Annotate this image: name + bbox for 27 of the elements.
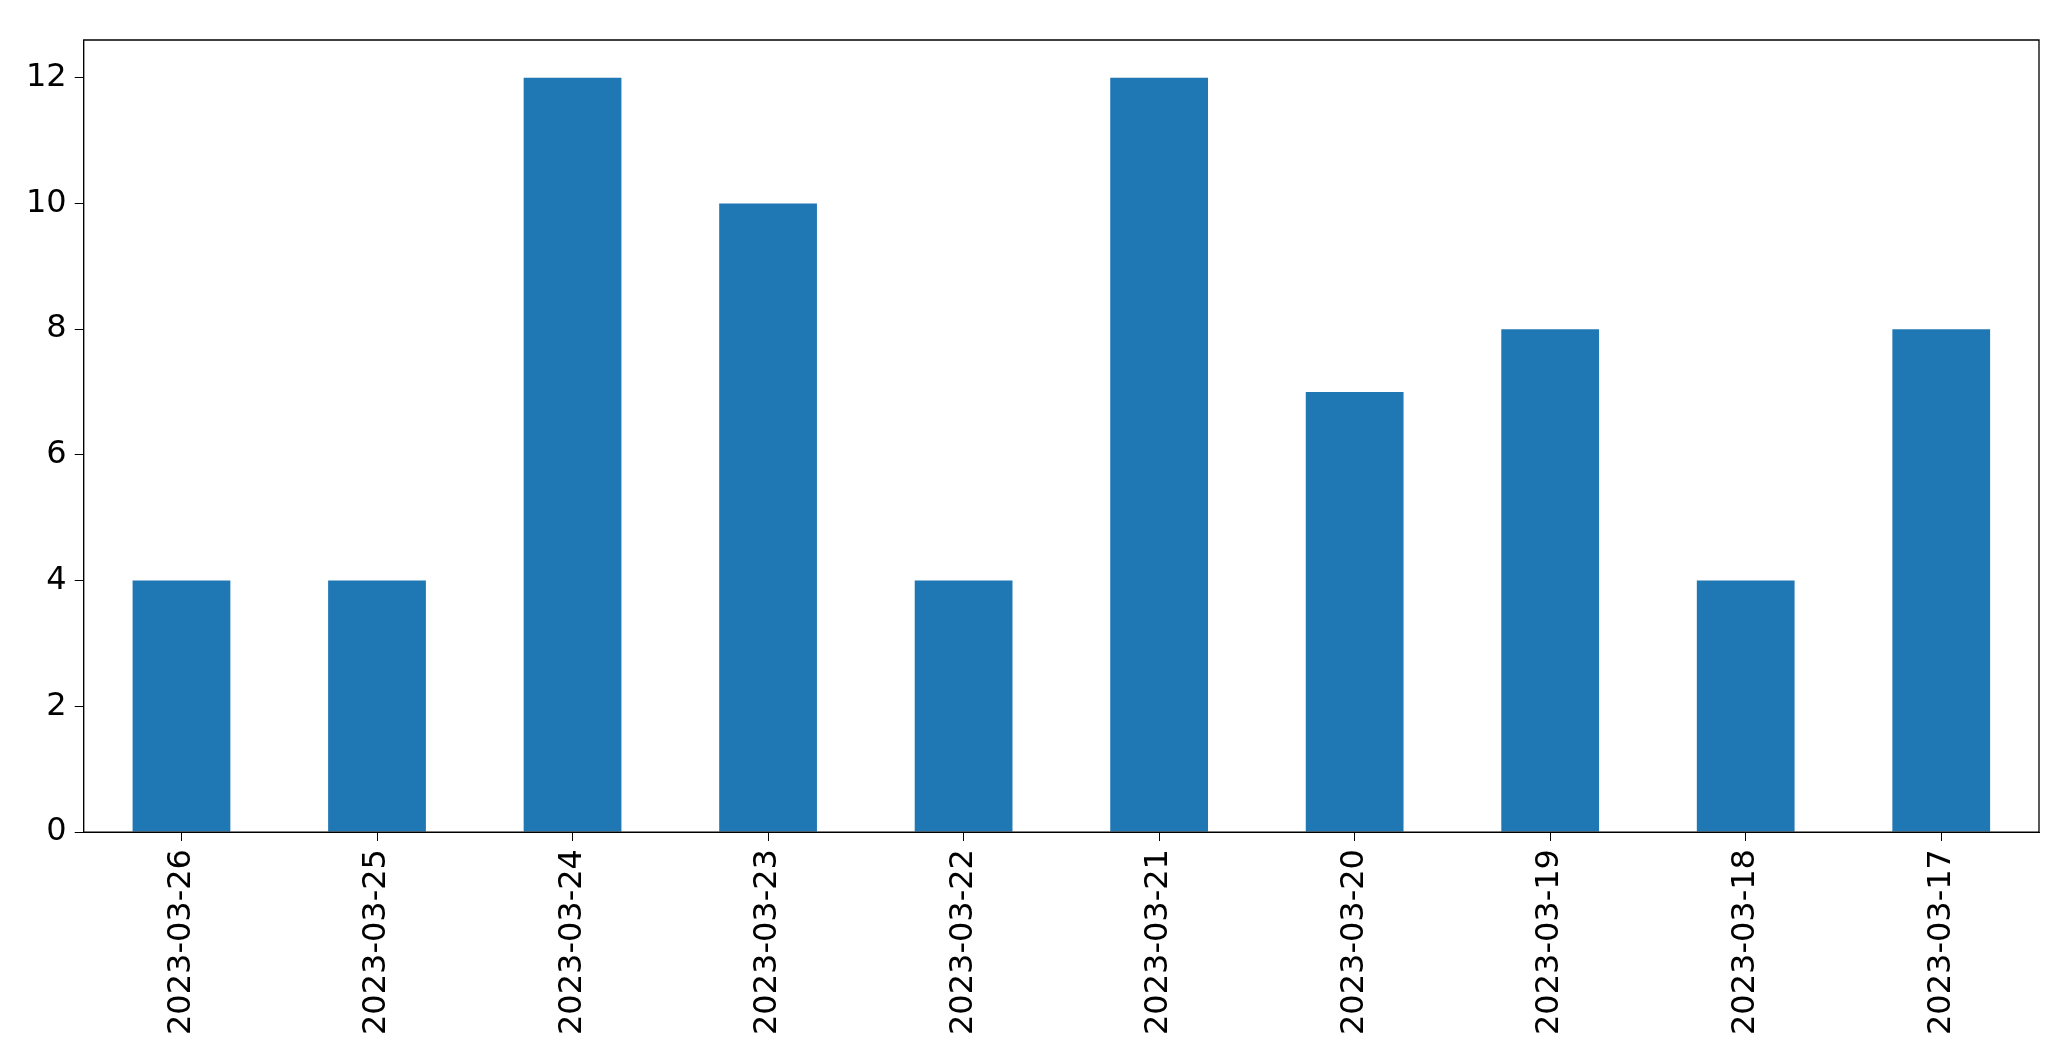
bar — [719, 203, 817, 832]
x-tick-label: 2023-03-25 — [355, 849, 394, 1035]
x-tick-label: 2023-03-20 — [1332, 849, 1371, 1035]
x-tick-label: 2023-03-26 — [159, 849, 198, 1035]
y-tick-label: 0 — [46, 810, 67, 849]
bar — [1696, 580, 1795, 832]
bar — [523, 77, 622, 832]
bar — [1305, 392, 1404, 832]
y-tick-label: 8 — [46, 307, 67, 346]
x-tick-label: 2023-03-22 — [941, 849, 980, 1035]
x-tick-label: 2023-03-24 — [550, 849, 589, 1035]
bar — [328, 580, 426, 832]
bar — [914, 580, 1013, 832]
y-tick-label: 2 — [46, 684, 67, 723]
bar — [1501, 329, 1600, 832]
x-tick-label: 2023-03-18 — [1724, 849, 1763, 1035]
x-tick-label: 2023-03-21 — [1137, 849, 1176, 1035]
bar — [1892, 329, 1991, 832]
x-tick-label: 2023-03-19 — [1528, 849, 1567, 1035]
x-tick-label: 2023-03-17 — [1919, 849, 1958, 1035]
bar — [1110, 77, 1209, 832]
bar — [132, 580, 231, 832]
y-tick-label: 12 — [26, 56, 67, 95]
y-tick-label: 4 — [46, 558, 67, 597]
x-tick-label: 2023-03-23 — [746, 849, 785, 1035]
y-tick-label: 6 — [46, 433, 67, 472]
y-tick-label: 10 — [26, 181, 67, 220]
